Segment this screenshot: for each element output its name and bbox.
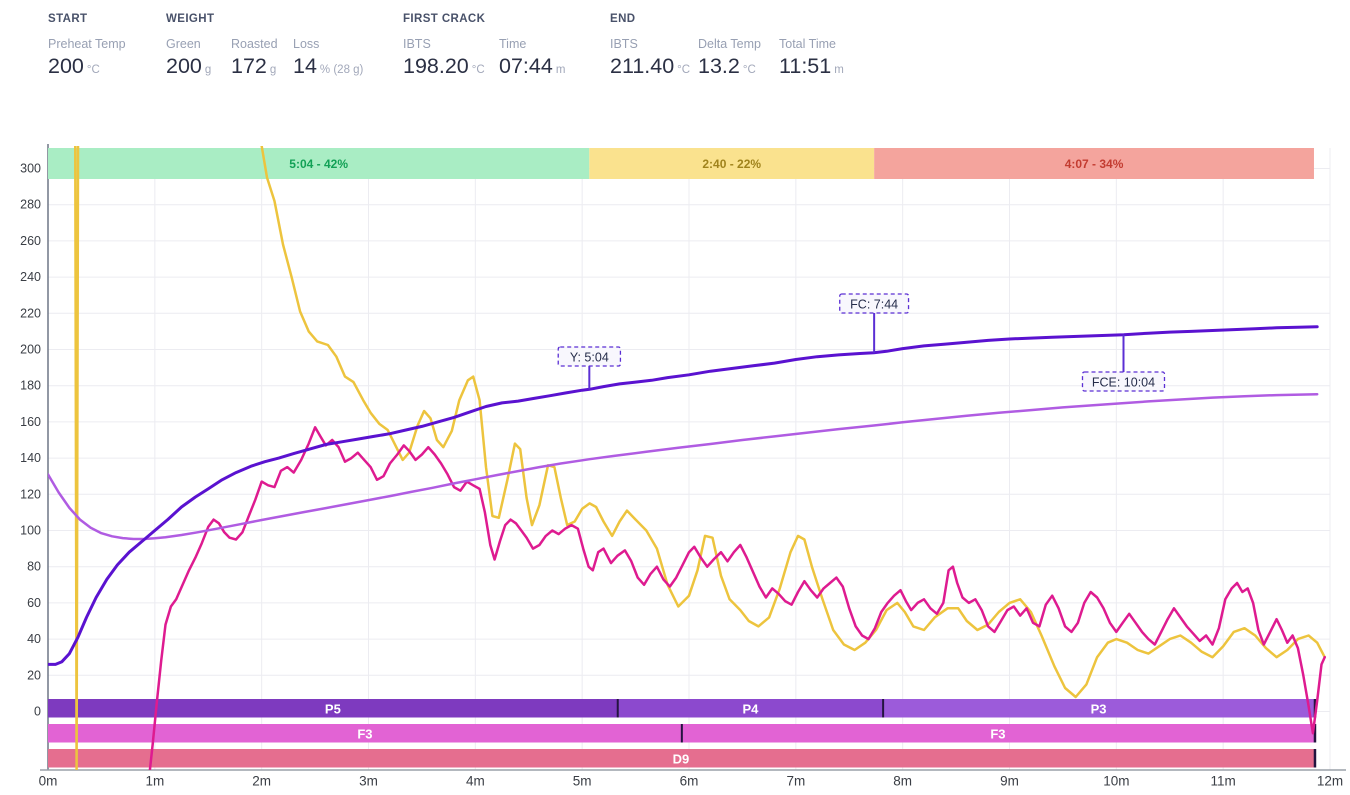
group-label-first-crack: FIRST CRACK (403, 13, 486, 25)
x-tick-label: 12m (1317, 774, 1343, 789)
stat-weight-loss: Loss 14% (28 g) (293, 37, 364, 78)
fan-band-label: F3 (990, 726, 1005, 741)
x-tick-label: 8m (893, 774, 912, 789)
stat-delta-temp: Delta Temp 13.2 °C (698, 37, 761, 78)
x-tick-label: 10m (1103, 774, 1129, 789)
marker-label-first-crack: FC: 7:44 (850, 298, 898, 312)
y-tick-label: 60 (27, 596, 41, 610)
series-ibts (48, 325, 1319, 666)
stat-first-crack-ibts: IBTS 198.20 °C (403, 37, 485, 78)
x-tick-label: 11m (1211, 774, 1236, 789)
stat-preheat-temp: Preheat Temp 200 °C (48, 37, 126, 78)
y-tick-label: 160 (20, 415, 41, 429)
y-tick-label: 260 (20, 234, 41, 248)
marker-label-yellowing: Y: 5:04 (570, 351, 609, 365)
phase-label-development: 4:07 - 34% (1065, 157, 1124, 171)
stat-first-crack-time: Time 07:44 m (499, 37, 566, 78)
y-tick-label: 200 (20, 343, 41, 357)
series-probe-ror (148, 426, 1326, 770)
group-label-start: START (48, 13, 88, 25)
phase-band-maillard (589, 148, 875, 179)
stat-green-weight: Green 200 g (166, 37, 212, 78)
y-tick-label: 280 (20, 198, 41, 212)
power-band-label: P4 (742, 701, 759, 716)
phase-label-drying: 5:04 - 42% (289, 157, 348, 171)
power-band-segment[interactable] (617, 699, 884, 718)
stat-roasted-weight: Roasted 172 g (231, 37, 278, 78)
y-tick-label: 80 (27, 560, 41, 574)
series-probe (48, 392, 1319, 541)
drum-band-label: D9 (673, 751, 690, 766)
group-label-end: END (610, 13, 636, 25)
phase-band-drying (48, 148, 590, 179)
y-tick-label: 120 (20, 487, 41, 501)
marker-first-crack[interactable] (839, 293, 910, 314)
power-band-label: P5 (325, 701, 341, 716)
group-label-weight: WEIGHT (166, 13, 215, 25)
power-band-label: P3 (1091, 701, 1107, 716)
x-tick-label: 7m (786, 774, 805, 789)
series-ibts-ror (74, 146, 1326, 770)
phase-label-maillard: 2:40 - 22% (702, 157, 761, 171)
y-tick-label: 0 (34, 705, 41, 719)
x-tick-label: 3m (359, 774, 378, 789)
x-tick-label: 2m (252, 774, 271, 789)
y-tick-label: 20 (27, 668, 41, 682)
y-tick-label: 100 (20, 524, 41, 538)
fan-band-segment[interactable] (48, 724, 682, 743)
marker-label-first-crack-end: FCE: 10:04 (1092, 376, 1155, 390)
x-tick-label: 9m (1000, 774, 1019, 789)
x-tick-label: 1m (145, 774, 164, 789)
y-tick-label: 40 (27, 632, 41, 646)
fan-band-segment[interactable] (681, 724, 1314, 743)
stat-total-time: Total Time 11:51 m (779, 37, 844, 78)
phase-band-development (874, 148, 1314, 179)
marker-yellowing[interactable] (557, 346, 622, 367)
x-tick-label: 6m (680, 774, 699, 789)
y-tick-label: 300 (20, 162, 41, 176)
drum-band-segment[interactable] (48, 749, 1314, 768)
x-tick-label: 0m (39, 774, 58, 789)
x-tick-label: 5m (573, 774, 592, 789)
x-tick-label: 4m (466, 774, 485, 789)
marker-first-crack-end[interactable] (1081, 371, 1166, 392)
power-band-segment[interactable] (883, 699, 1314, 718)
y-tick-label: 220 (20, 306, 41, 320)
y-tick-label: 240 (20, 270, 41, 284)
power-band-segment[interactable] (48, 699, 618, 718)
fan-band-label: F3 (357, 726, 372, 741)
y-tick-label: 140 (20, 451, 41, 465)
stat-end-ibts: IBTS 211.40 °C (610, 37, 691, 78)
y-tick-label: 180 (20, 379, 41, 393)
